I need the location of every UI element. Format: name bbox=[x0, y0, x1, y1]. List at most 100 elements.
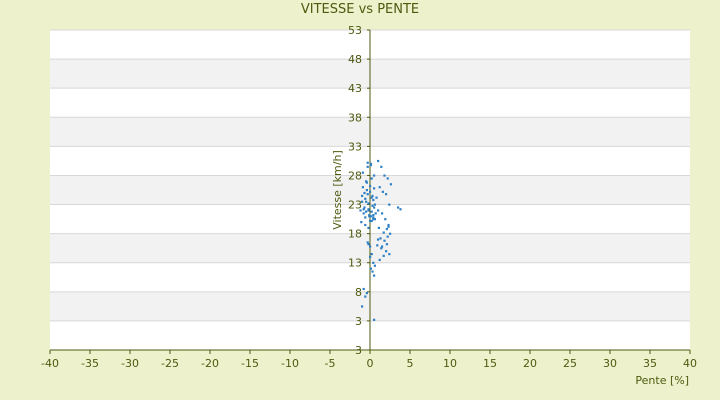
data-point bbox=[365, 180, 368, 183]
x-tick-label: -30 bbox=[121, 357, 139, 370]
data-point bbox=[376, 244, 379, 247]
data-point bbox=[361, 305, 364, 308]
data-point bbox=[389, 232, 392, 235]
data-point bbox=[371, 204, 374, 207]
data-point bbox=[382, 254, 385, 257]
data-point bbox=[372, 198, 375, 202]
data-point bbox=[386, 177, 389, 180]
data-point bbox=[385, 250, 388, 253]
x-tick-label: 5 bbox=[407, 357, 414, 370]
y-tick-label: 23 bbox=[348, 199, 362, 212]
x-tick-label: 40 bbox=[683, 357, 697, 370]
data-point bbox=[368, 214, 371, 217]
data-point bbox=[371, 194, 374, 198]
y-tick-label: 18 bbox=[348, 228, 362, 241]
x-tick-label: 15 bbox=[483, 357, 497, 370]
data-point bbox=[360, 221, 363, 224]
x-tick-label: 25 bbox=[563, 357, 577, 370]
data-point bbox=[369, 245, 372, 248]
data-point bbox=[379, 237, 382, 240]
data-point bbox=[399, 208, 402, 211]
data-point bbox=[373, 206, 376, 209]
data-point bbox=[373, 318, 376, 321]
x-tick-label: -10 bbox=[281, 357, 299, 370]
data-point bbox=[364, 216, 367, 219]
data-point bbox=[364, 223, 367, 227]
data-point bbox=[361, 186, 364, 189]
x-tick-label: -5 bbox=[325, 357, 336, 370]
data-point bbox=[366, 241, 369, 244]
data-point bbox=[381, 190, 384, 193]
x-tick-label: -25 bbox=[161, 357, 179, 370]
data-point bbox=[386, 235, 389, 238]
data-point bbox=[366, 165, 369, 168]
data-point bbox=[373, 187, 376, 190]
data-point bbox=[361, 171, 364, 174]
data-point bbox=[388, 203, 391, 206]
data-point bbox=[367, 202, 370, 205]
data-point bbox=[388, 253, 391, 256]
data-point bbox=[372, 214, 375, 217]
data-point bbox=[367, 209, 370, 212]
data-point bbox=[374, 212, 377, 215]
y-tick-label: 48 bbox=[348, 53, 362, 66]
y-tick-label: 38 bbox=[348, 111, 362, 124]
data-point bbox=[370, 210, 373, 213]
data-point bbox=[383, 239, 386, 242]
y-tick-label: 43 bbox=[348, 82, 362, 95]
data-point bbox=[365, 181, 368, 184]
x-tick-label: 30 bbox=[603, 357, 617, 370]
data-point bbox=[372, 218, 375, 221]
data-point bbox=[382, 231, 385, 234]
data-point bbox=[369, 190, 372, 193]
data-point bbox=[383, 174, 386, 177]
data-point bbox=[367, 208, 370, 211]
data-point bbox=[361, 194, 364, 198]
data-point bbox=[377, 226, 380, 230]
data-point bbox=[369, 267, 372, 270]
data-point bbox=[369, 219, 372, 223]
x-tick-label: -35 bbox=[81, 357, 99, 370]
data-point bbox=[377, 209, 380, 212]
x-tick-label: -20 bbox=[201, 357, 219, 370]
data-point bbox=[372, 216, 375, 219]
data-point bbox=[369, 163, 372, 167]
data-point bbox=[371, 270, 374, 273]
data-point bbox=[363, 206, 366, 209]
x-tick-label: 10 bbox=[443, 357, 457, 370]
data-point bbox=[367, 243, 370, 246]
data-point bbox=[364, 197, 367, 200]
y-tick-label: 33 bbox=[348, 140, 362, 153]
data-point bbox=[372, 261, 375, 264]
data-point bbox=[369, 215, 372, 218]
x-tick-label: 35 bbox=[643, 357, 657, 370]
data-point bbox=[362, 212, 365, 215]
y-tick-label: 53 bbox=[348, 24, 362, 37]
data-point bbox=[369, 184, 372, 188]
data-point bbox=[375, 196, 378, 199]
data-point bbox=[361, 200, 364, 203]
chart-title: VITESSE vs PENTE bbox=[300, 2, 420, 17]
data-point bbox=[364, 295, 367, 298]
data-point bbox=[365, 189, 368, 192]
data-point bbox=[370, 196, 373, 199]
data-point bbox=[381, 245, 384, 248]
data-point bbox=[377, 238, 380, 241]
data-point bbox=[370, 219, 373, 223]
x-tick-label: -40 bbox=[41, 357, 59, 370]
y-tick-label: 13 bbox=[348, 257, 362, 270]
data-point bbox=[385, 193, 388, 196]
y-axis-label: Vitesse [km/h] bbox=[331, 150, 344, 230]
data-point bbox=[368, 215, 371, 218]
x-tick-label: 20 bbox=[523, 357, 537, 370]
data-point bbox=[362, 208, 365, 211]
data-point bbox=[369, 162, 372, 166]
data-point bbox=[370, 177, 373, 180]
data-point bbox=[384, 218, 387, 221]
y-tick-label: 8 bbox=[355, 286, 362, 299]
data-point bbox=[397, 206, 400, 209]
data-point bbox=[380, 247, 383, 250]
data-point bbox=[367, 226, 370, 230]
